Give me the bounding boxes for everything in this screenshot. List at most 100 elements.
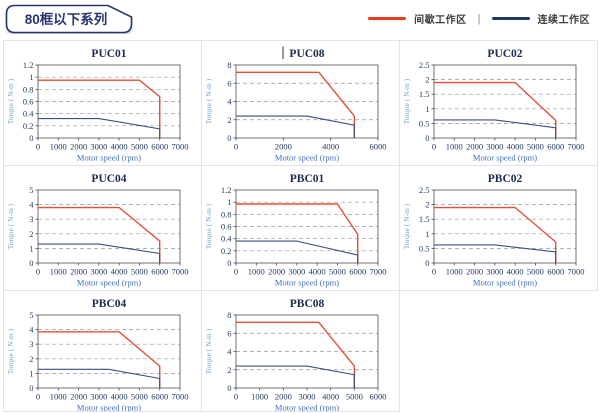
- intermittent-line-swatch: [368, 17, 407, 20]
- chart-PBC02: PBC02 0 0.5 1 1.5 2 2.5 0 1000 2000 3000 4000 5000 60…: [402, 173, 585, 288]
- x-tick-label: 7000: [172, 267, 189, 277]
- y-tick-label: 3: [29, 214, 33, 224]
- x-axis-label: Motor speed (rpm): [77, 278, 141, 288]
- chart-title: PBC08: [290, 298, 325, 310]
- x-tick-label: 6000: [151, 392, 168, 402]
- plot-border: [433, 189, 577, 264]
- y-tick-label: 2: [227, 115, 231, 125]
- y-tick-label: 1.5: [419, 214, 430, 224]
- chart-PUC02: PUC02 0 0.5 1 1.5 2 2.5 0 1000 2000 3000 4000 5000 60…: [402, 48, 585, 163]
- chart-cell: PUC01 0 0.2 0.4 0.6 0.8 1 1.2 0 1000 2000 3000 4000 5…: [4, 41, 202, 166]
- y-tick-label: 0: [29, 383, 33, 393]
- y-tick-label: 4: [227, 347, 232, 357]
- x-tick-label: 0: [432, 142, 436, 152]
- y-tick-label: 3: [29, 339, 33, 349]
- legend-item-intermittent: 间歇工作区: [368, 11, 467, 26]
- x-tick-label: 0: [36, 267, 40, 277]
- intermittent-curve: [236, 71, 356, 138]
- continuous-curve: [38, 117, 161, 138]
- x-tick-label: 3000: [90, 392, 107, 402]
- y-axis-label: Torque ( N-m ): [402, 203, 411, 249]
- chart-title: PUC04: [91, 173, 126, 185]
- title-tag-outline: [5, 4, 133, 34]
- intermittent-curve: [236, 203, 359, 263]
- continuous-curve: [38, 368, 161, 388]
- intermittent-curve: [434, 206, 557, 263]
- intermittent-curve: [38, 79, 161, 138]
- y-tick-label: 0: [29, 258, 33, 268]
- x-tick-label: 4000: [507, 267, 524, 277]
- y-tick-label: 1.2: [221, 185, 232, 195]
- y-tick-label: 1: [29, 368, 33, 378]
- intermittent-curve: [236, 321, 356, 388]
- x-tick-label: 6000: [547, 142, 564, 152]
- y-tick-label: 2.5: [419, 60, 430, 70]
- y-tick-label: 2.5: [419, 185, 430, 195]
- y-tick-label: 0.6: [23, 97, 34, 107]
- y-tick-label: 5: [29, 185, 33, 195]
- x-tick-label: 5000: [527, 267, 544, 277]
- y-axis-label: Torque ( N-m ): [204, 78, 213, 124]
- x-tick-label: 1000: [248, 267, 265, 277]
- y-tick-label: 1: [29, 72, 33, 82]
- legend-separator: |: [477, 12, 481, 25]
- chart-cell: PBC01 0 0.2 0.4 0.6 0.8 1 1.2 0 1000 2000 3000 4000 5…: [202, 166, 400, 291]
- x-tick-label: 7000: [370, 267, 387, 277]
- y-tick-label: 6: [227, 328, 231, 338]
- chart-cell: PBC02 0 0.5 1 1.5 2 2.5 0 1000 2000 3000 4000 5000 60…: [400, 166, 598, 291]
- plot-border: [433, 64, 577, 139]
- x-tick-label: 3000: [90, 267, 107, 277]
- y-tick-label: 1: [425, 229, 429, 239]
- y-tick-label: 0: [227, 383, 231, 393]
- x-tick-label: 5000: [346, 392, 363, 402]
- x-tick-label: 2000: [268, 267, 285, 277]
- y-axis-label: Torque ( N-m ): [204, 203, 213, 249]
- x-tick-label: 0: [234, 267, 238, 277]
- x-tick-label: 1000: [50, 267, 67, 277]
- chart-cell: PBC08 0 2 4 6 8 0 1000 2000 3000 4000 5000 6000 Motor…: [202, 291, 400, 412]
- page-title: 80框以下系列: [25, 11, 108, 27]
- x-tick-label: 5000: [131, 392, 148, 402]
- y-tick-label: 0.2: [221, 246, 232, 256]
- chart-title: PBC02: [488, 173, 523, 185]
- chart-title: PBC04: [92, 298, 127, 310]
- chart-PBC01: PBC01 0 0.2 0.4 0.6 0.8 1 1.2 0 1000 2000 3000 4000 5…: [204, 173, 387, 288]
- series-title-tag: 80框以下系列: [5, 4, 133, 34]
- legend-item-continuous: 连续工作区: [491, 11, 591, 26]
- y-tick-label: 1: [227, 197, 231, 207]
- x-tick-label: 3000: [90, 142, 107, 152]
- y-tick-label: 0.8: [221, 209, 232, 219]
- y-tick-label: 0.4: [221, 234, 232, 244]
- x-tick-label: 3000: [288, 267, 305, 277]
- x-axis-label: Motor speed (rpm): [275, 153, 339, 163]
- chart-PBC08: PBC08 0 2 4 6 8 0 1000 2000 3000 4000 5000 6000 Motor…: [204, 298, 387, 411]
- y-tick-label: 0.2: [23, 121, 34, 131]
- x-tick-label: 4000: [309, 267, 326, 277]
- plot-border: [37, 189, 181, 264]
- x-axis-label: Motor speed (rpm): [473, 278, 537, 288]
- plot-border: [37, 314, 181, 389]
- y-axis-label: Torque ( N-m ): [6, 328, 15, 374]
- chart-PUC04: PUC04 0 1 2 3 4 5 0 1000 2000 3000 4000 5000 6000 7000…: [6, 173, 189, 288]
- x-tick-label: 5000: [329, 267, 346, 277]
- chart-PUC08: PUC08 0 2 4 6 8 0 2000 4000 6000 Motor speed (rpm)…: [204, 46, 387, 163]
- x-tick-label: 0: [36, 392, 40, 402]
- x-tick-label: 6000: [151, 142, 168, 152]
- x-tick-label: 2000: [70, 267, 87, 277]
- x-tick-label: 6000: [349, 267, 366, 277]
- y-tick-label: 0: [425, 133, 429, 143]
- y-tick-label: 0: [227, 133, 231, 143]
- x-tick-label: 4000: [507, 142, 524, 152]
- x-tick-label: 7000: [568, 267, 585, 277]
- x-tick-label: 3000: [299, 392, 316, 402]
- y-tick-label: 2: [227, 365, 231, 375]
- empty-cell: [400, 291, 598, 412]
- continuous-curve: [236, 365, 355, 388]
- page-header: 80框以下系列 间歇工作区 | 连续工作区: [0, 0, 600, 40]
- x-tick-label: 1000: [446, 267, 463, 277]
- y-tick-label: 6: [227, 78, 231, 88]
- y-tick-label: 0.5: [419, 243, 430, 253]
- chart-title: PUC01: [91, 48, 126, 60]
- y-tick-label: 4: [227, 97, 232, 107]
- y-axis-label: Torque ( N-m ): [6, 78, 15, 124]
